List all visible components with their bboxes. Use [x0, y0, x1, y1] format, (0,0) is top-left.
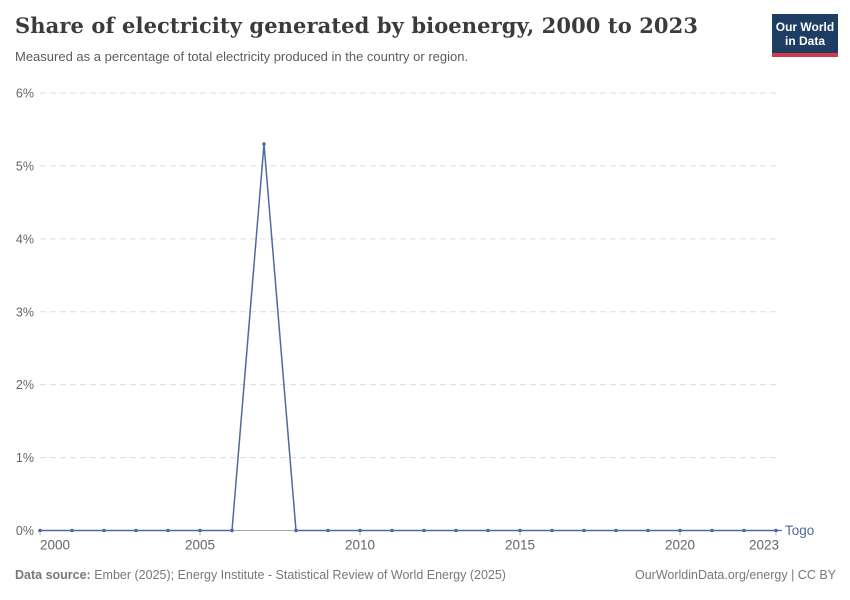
data-source-link[interactable]: Data source: Ember (2025); Energy Instit…	[15, 568, 506, 582]
x-axis-tick-label: 2015	[505, 538, 535, 553]
chart-footer: Data source: Ember (2025); Energy Instit…	[15, 568, 836, 582]
data-point[interactable]	[678, 528, 682, 533]
chart-subtitle: Measured as a percentage of total electr…	[15, 49, 469, 64]
owid-logo-text: Our World in Data	[772, 14, 838, 53]
data-point[interactable]	[390, 528, 394, 533]
data-source-text: Ember (2025); Energy Institute - Statist…	[94, 568, 506, 582]
series-end-label-togo[interactable]: Togo	[785, 523, 814, 538]
data-point[interactable]	[486, 528, 490, 533]
data-point[interactable]	[70, 528, 74, 533]
chart-title: Share of electricity generated by bioene…	[15, 13, 699, 38]
attribution-link[interactable]: OurWorldinData.org/energy | CC BY	[634, 568, 836, 582]
owid-logo-line1: Our World	[775, 19, 835, 34]
y-axis-tick-label: 3%	[16, 305, 34, 319]
y-axis-tick-label: 2%	[16, 378, 34, 392]
data-source-label: Data source:	[15, 568, 91, 582]
x-axis-tick-label: 2010	[345, 538, 375, 553]
x-axis-tick-label: 2005	[185, 538, 215, 553]
data-point[interactable]	[262, 142, 266, 146]
x-axis-tick-label: 2023	[749, 538, 779, 553]
data-point[interactable]	[102, 528, 106, 533]
data-point[interactable]	[134, 528, 138, 533]
x-axis-tick-label: 2000	[40, 538, 70, 553]
data-point[interactable]	[582, 528, 586, 533]
y-axis-tick-label: 6%	[16, 87, 34, 101]
data-point[interactable]	[646, 528, 650, 533]
data-point[interactable]	[550, 528, 554, 533]
data-point[interactable]	[326, 528, 330, 533]
owid-logo[interactable]: Our World in Data	[772, 14, 838, 57]
series-line-togo[interactable]	[39, 143, 777, 532]
data-point[interactable]	[518, 528, 522, 533]
data-point[interactable]	[198, 528, 202, 533]
data-point[interactable]	[294, 528, 298, 533]
x-axis-tick-label: 2020	[665, 538, 695, 553]
data-point[interactable]	[710, 528, 714, 533]
data-point[interactable]	[742, 528, 746, 533]
data-point[interactable]	[614, 528, 618, 533]
owid-logo-red-bar	[772, 53, 838, 57]
data-point[interactable]	[230, 528, 234, 533]
data-point[interactable]	[358, 528, 362, 533]
data-point[interactable]	[454, 528, 458, 533]
data-point[interactable]	[38, 528, 42, 533]
y-axis-tick-label: 0%	[16, 524, 34, 538]
y-axis-tick-label: 4%	[16, 232, 34, 246]
y-axis-tick-label: 5%	[16, 159, 34, 173]
data-point[interactable]	[422, 528, 426, 533]
data-point[interactable]	[166, 528, 170, 533]
y-axis-tick-label: 1%	[16, 451, 34, 465]
owid-logo-line2: in Data	[784, 33, 825, 48]
